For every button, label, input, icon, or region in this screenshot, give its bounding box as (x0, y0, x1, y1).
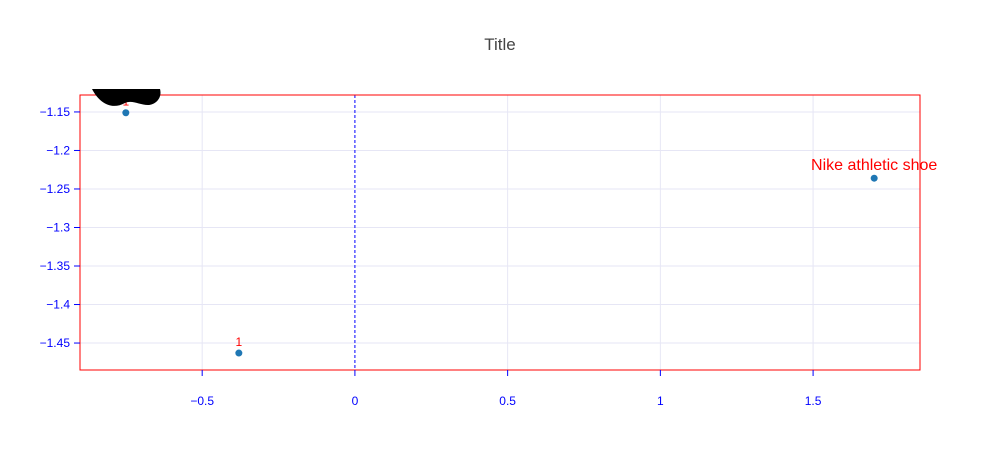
y-tick-label: −1.15 (40, 105, 71, 119)
data-point (870, 174, 878, 182)
x-tick-label: −0.5 (190, 394, 214, 408)
x-tick-label: 0.5 (499, 394, 516, 408)
chart-title: Title (484, 35, 516, 54)
data-point-label: Nike athletic shoe (811, 157, 937, 174)
data-point (235, 349, 243, 357)
y-tick-label: −1.4 (46, 298, 70, 312)
data-point (122, 109, 130, 117)
y-tick-label: −1.2 (46, 143, 70, 157)
shoe-image (92, 89, 161, 106)
y-tick-label: −1.25 (40, 182, 71, 196)
plot-frame (79, 94, 921, 371)
data-points: 11Nike athletic shoe (122, 95, 937, 357)
y-tick-label: −1.45 (40, 336, 71, 350)
y-tick-label: −1.35 (40, 259, 71, 273)
shoe-image-shape (92, 89, 161, 106)
x-tick-label: 0 (352, 394, 359, 408)
grid (80, 95, 920, 370)
x-tick-label: 1.5 (805, 394, 822, 408)
axes: −0.5 0 0.5 1 1.5 −1.15 −1.2 −1.25 −1.3 −1.35 −1.4 −… (40, 105, 822, 408)
x-tick-label: 1 (657, 394, 664, 408)
data-point-label: 1 (235, 335, 242, 349)
y-tick-label: −1.3 (46, 220, 70, 234)
